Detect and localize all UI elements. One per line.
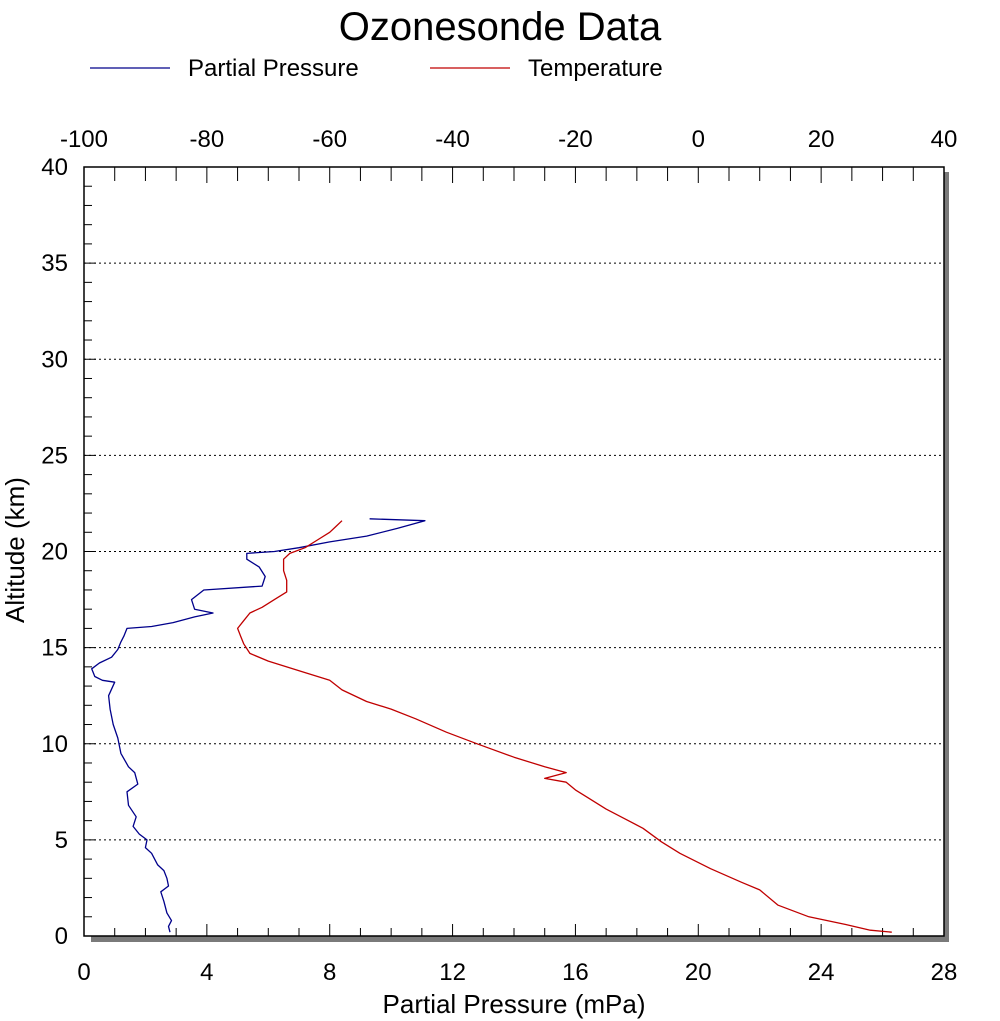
x-top-tick-label: -40 — [435, 126, 470, 153]
y-tick-label: 30 — [41, 346, 68, 373]
plot-shadow-right — [943, 172, 949, 942]
y-tick-label: 35 — [41, 250, 68, 277]
y-tick-label: 40 — [41, 154, 68, 181]
y-tick-label: 10 — [41, 731, 68, 758]
x-top-tick-label: 0 — [692, 126, 705, 153]
x-bottom-tick-label: 28 — [931, 959, 958, 986]
x-top-tick-label: -20 — [558, 126, 593, 153]
y-tick-label: 5 — [55, 827, 68, 854]
legend-label-temperature: Temperature — [528, 55, 663, 82]
series-line-temperature — [236, 520, 892, 933]
x-bottom-tick-label: 0 — [77, 959, 90, 986]
y-tick-label: 25 — [41, 442, 68, 469]
x-bottom-tick-label: 4 — [200, 959, 213, 986]
x-bottom-tick-label: 24 — [808, 959, 835, 986]
chart-title: Ozonesonde Data — [339, 5, 662, 49]
x-top-tick-label: -60 — [312, 126, 347, 153]
x-axis-label: Partial Pressure (mPa) — [383, 989, 646, 1019]
gridlines — [84, 262, 944, 841]
x-bottom-tick-label: 12 — [439, 959, 466, 986]
y-tick-label: 15 — [41, 635, 68, 662]
series-line-partial-pressure — [91, 518, 426, 933]
axis-tick-labels: 0 5 10 15 20 25 30 35 40 0 4 8 12 16 20 24 28 -100 -80 -60 -… — [41, 126, 957, 986]
axis-ticks — [83, 166, 945, 937]
y-tick-label: 0 — [55, 923, 68, 950]
x-top-tick-label: 40 — [931, 126, 958, 153]
x-top-tick-label: -100 — [60, 126, 108, 153]
y-axis-label: Altitude (km) — [0, 477, 30, 623]
x-top-tick-label: 20 — [808, 126, 835, 153]
x-top-tick-label: -80 — [190, 126, 225, 153]
y-tick-label: 20 — [41, 539, 68, 566]
x-bottom-tick-label: 16 — [562, 959, 589, 986]
x-bottom-tick-label: 20 — [685, 959, 712, 986]
data-series — [91, 518, 892, 933]
legend-label-partial-pressure: Partial Pressure — [188, 55, 359, 82]
legend: Partial Pressure Temperature — [90, 55, 663, 82]
x-bottom-tick-label: 8 — [323, 959, 336, 986]
plot-shadow-bottom — [91, 936, 949, 942]
